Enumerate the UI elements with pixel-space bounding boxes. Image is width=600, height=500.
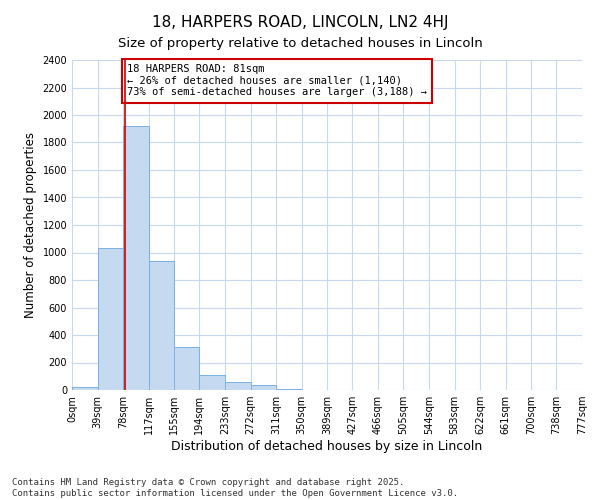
Bar (276, 388, 302, 390)
Bar (199, 375, 225, 390)
X-axis label: Distribution of detached houses by size in Lincoln: Distribution of detached houses by size … (172, 440, 482, 453)
Bar (98, 248, 123, 390)
Bar (251, 385, 276, 390)
Y-axis label: Number of detached properties: Number of detached properties (24, 132, 37, 318)
Text: 18, HARPERS ROAD, LINCOLN, LN2 4HJ: 18, HARPERS ROAD, LINCOLN, LN2 4HJ (152, 15, 448, 30)
Bar (123, 126, 149, 390)
Bar (149, 262, 174, 390)
Text: 18 HARPERS ROAD: 81sqm
← 26% of detached houses are smaller (1,140)
73% of semi-: 18 HARPERS ROAD: 81sqm ← 26% of detached… (127, 64, 427, 98)
Bar (225, 382, 251, 390)
Bar (174, 346, 199, 390)
Text: Contains HM Land Registry data © Crown copyright and database right 2025.
Contai: Contains HM Land Registry data © Crown c… (12, 478, 458, 498)
Text: Size of property relative to detached houses in Lincoln: Size of property relative to detached ho… (118, 38, 482, 51)
Bar (72, 387, 98, 390)
